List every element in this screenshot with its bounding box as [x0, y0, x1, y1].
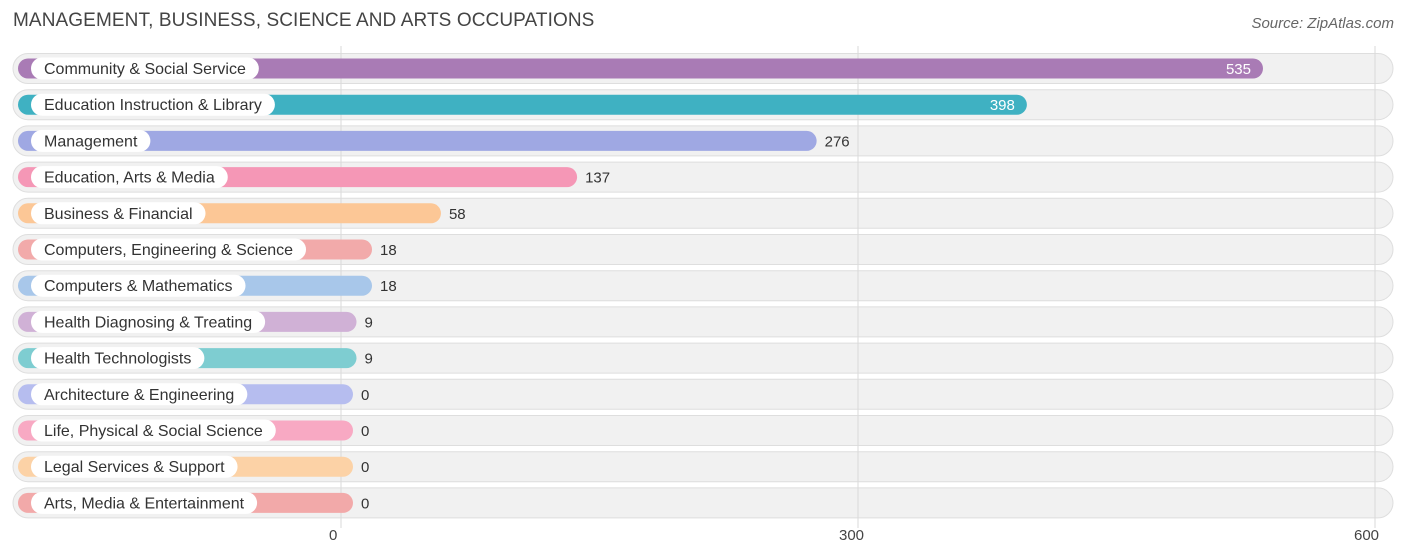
- value-label-legal-services-support: 0: [361, 459, 369, 476]
- category-pill-education-instruction-library: [31, 93, 275, 116]
- chart-title: MANAGEMENT, BUSINESS, SCIENCE AND ARTS O…: [13, 10, 595, 31]
- category-pill-architecture-engineering: [31, 383, 248, 406]
- bar-community-social-service: [18, 58, 1263, 79]
- value-label-education-instruction-library: 398: [990, 97, 1015, 114]
- value-label-business-financial: 58: [449, 206, 466, 223]
- category-label-community-social-service: Community & Social Service: [44, 61, 246, 78]
- tick-label-0: 0: [329, 527, 337, 544]
- category-pill-community-social-service: [31, 57, 259, 80]
- category-pill-life-physical-social-science: [31, 419, 276, 442]
- value-label-community-social-service: 535: [1226, 61, 1251, 78]
- category-label-architecture-engineering: Architecture & Engineering: [44, 387, 234, 404]
- value-label-management: 276: [825, 133, 850, 150]
- source-credit: Source: ZipAtlas.com: [1251, 15, 1394, 32]
- row-background-legal-services-support: [12, 451, 1394, 483]
- category-label-education-instruction-library: Education Instruction & Library: [44, 97, 262, 114]
- category-pill-business-financial: [31, 202, 206, 225]
- category-pill-management: [31, 129, 151, 152]
- category-label-education-arts-media: Education, Arts & Media: [44, 170, 215, 187]
- row-background-life-physical-social-science: [12, 415, 1394, 446]
- category-pill-education-arts-media: [31, 166, 228, 189]
- row-background-health-technologists: [12, 342, 1394, 374]
- category-pill-computers-engineering-science: [31, 238, 307, 261]
- value-label-arts-media-entertainment: 0: [361, 495, 369, 512]
- value-label-education-arts-media: 137: [585, 170, 610, 187]
- category-label-computers-mathematics: Computers & Mathematics: [44, 278, 233, 295]
- category-label-legal-services-support: Legal Services & Support: [44, 459, 225, 476]
- value-label-life-physical-social-science: 0: [361, 423, 369, 440]
- value-label-health-technologists: 9: [365, 351, 373, 368]
- category-label-management: Management: [44, 133, 138, 150]
- category-pill-computers-mathematics: [31, 274, 246, 297]
- category-pill-legal-services-support: [31, 455, 238, 478]
- value-label-architecture-engineering: 0: [361, 387, 369, 404]
- category-label-health-technologists: Health Technologists: [44, 351, 191, 368]
- category-label-computers-engineering-science: Computers, Engineering & Science: [44, 242, 293, 259]
- category-label-health-diagnosing-treating: Health Diagnosing & Treating: [44, 314, 252, 331]
- category-pill-health-diagnosing-treating: [31, 310, 266, 333]
- category-label-life-physical-social-science: Life, Physical & Social Science: [44, 423, 263, 440]
- tick-label-300: 300: [839, 527, 864, 544]
- category-pill-health-technologists: [31, 347, 205, 370]
- category-label-arts-media-entertainment: Arts, Media & Entertainment: [44, 495, 245, 512]
- value-label-computers-engineering-science: 18: [380, 242, 397, 259]
- value-label-health-diagnosing-treating: 9: [365, 314, 373, 331]
- tick-label-600: 600: [1354, 527, 1379, 544]
- row-background-health-diagnosing-treating: [12, 306, 1394, 338]
- x-axis-ticks: 0 300 600: [329, 527, 1379, 544]
- bar-management: [18, 130, 817, 151]
- category-label-business-financial: Business & Financial: [44, 206, 193, 223]
- row-background-arts-media-entertainment: [12, 487, 1394, 519]
- value-label-computers-mathematics: 18: [380, 278, 397, 295]
- bars: Community & Social Service 535 Education I…: [18, 57, 1263, 514]
- category-pill-arts-media-entertainment: [31, 491, 258, 514]
- row-background-architecture-engineering: [12, 378, 1394, 410]
